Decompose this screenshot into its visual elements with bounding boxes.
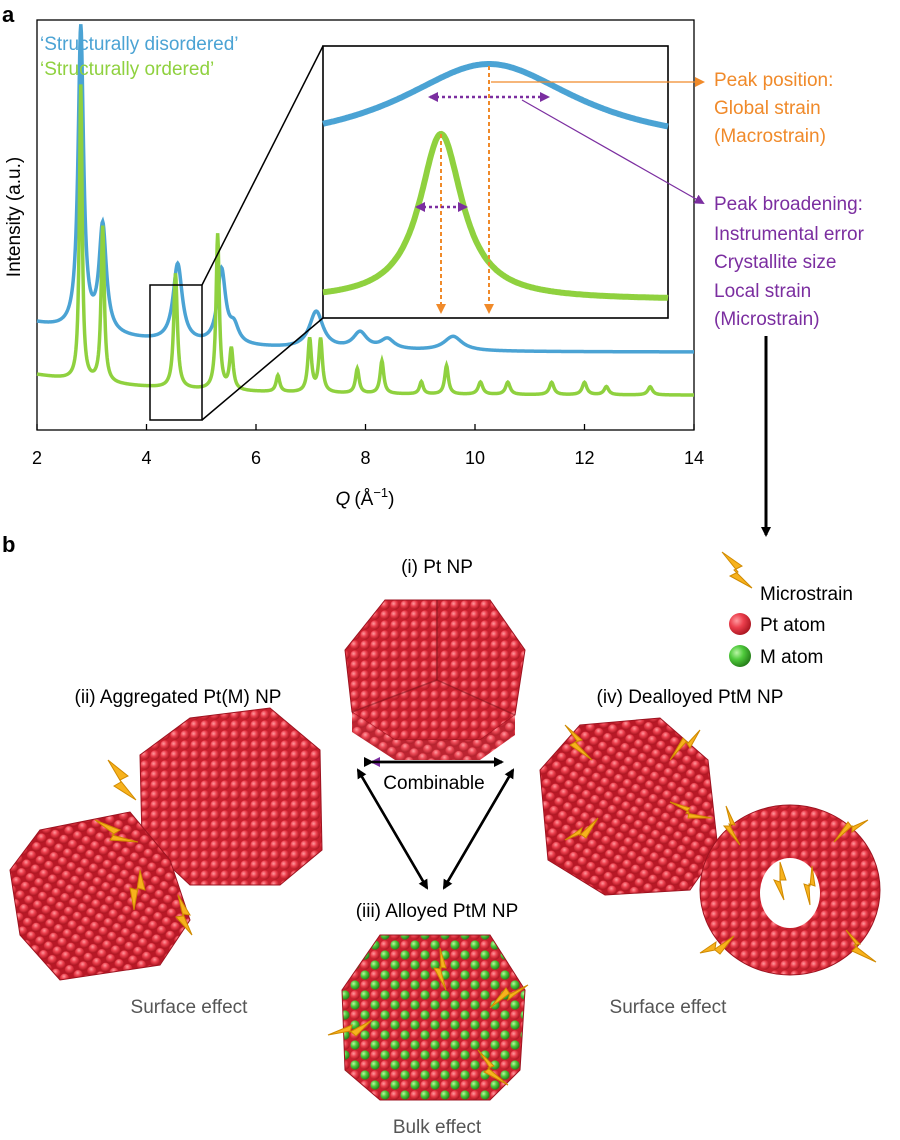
- microstrain-bolt-icon: [129, 869, 146, 911]
- inset-ordered-peak: [322, 130, 669, 301]
- x-tick-label: 10: [465, 448, 485, 468]
- alloyed-np-particle: [327, 934, 529, 1101]
- peak-position-line2: Global strain: [714, 98, 821, 119]
- arrow-iii-iv: [442, 768, 515, 889]
- microstrain-bolt-icon: [175, 894, 193, 936]
- legend-microstrain: Microstrain: [760, 584, 853, 605]
- microstrain-bolt-icon: [833, 819, 869, 843]
- microstrain-bolt-icon: [669, 729, 701, 761]
- microstrain-bolt-icon: [489, 984, 529, 1009]
- microstrain-bolt-icon: [803, 865, 816, 906]
- microstrain-bolt-icon: [669, 801, 713, 819]
- dealloyed-np-particles: [539, 717, 881, 976]
- microstrain-bolt-icon: [773, 861, 787, 901]
- peak-broadening-line5: (Microstrain): [714, 309, 820, 330]
- legend-ordered: ‘Structurally ordered’: [40, 59, 214, 80]
- np-iv-title: (iv) Dealloyed PtM NP: [597, 687, 784, 708]
- panel-b-label: b: [2, 532, 15, 557]
- combinable-triangle: Combinable: [356, 757, 515, 890]
- x-tick-label: 12: [574, 448, 594, 468]
- peak-broadening-leader: [521, 99, 705, 204]
- panel-b-legend: Microstrain Pt atom M atom: [721, 551, 853, 668]
- surface-effect-left: Surface effect: [131, 997, 249, 1018]
- m-atom-icon: [729, 645, 751, 667]
- bulk-effect-label: Bulk effect: [393, 1117, 482, 1138]
- np-iii-title: (iii) Alloyed PtM NP: [356, 901, 519, 922]
- microstrain-bolt-icon: [107, 759, 137, 801]
- peak-position-line3: (Macrostrain): [714, 126, 826, 147]
- xrd-curves: [36, 24, 694, 397]
- microstrain-bolt-icon: [477, 1049, 509, 1086]
- microstrain-bolt-icon: [433, 947, 447, 991]
- combinable-label: Combinable: [383, 773, 484, 794]
- zoom-region-box: [149, 284, 203, 421]
- microstrain-bolt-icon: [327, 1019, 373, 1037]
- microstrain-bolt-icon: [564, 724, 593, 761]
- legend-pt-atom: Pt atom: [760, 615, 825, 636]
- microstrain-bolt-icon: [564, 817, 599, 841]
- x-axis-label: Q (Å−1): [336, 485, 395, 510]
- zoom-connector-top: [201, 45, 324, 286]
- y-axis-label: Intensity (a.u.): [4, 157, 25, 277]
- legend-disordered: ‘Structurally disordered’: [40, 34, 239, 55]
- inset-zoom: [322, 45, 669, 319]
- x-tick-label: 4: [141, 448, 151, 468]
- peak-position-note: Peak position: Global strain (Macrostrai…: [714, 70, 833, 147]
- microstrain-bolt-icon: [722, 805, 741, 846]
- series-line-disordered: [36, 24, 694, 354]
- zoom-connector-bottom: [201, 317, 324, 421]
- peak-broadening-title: Peak broadening:: [714, 194, 863, 215]
- inset-disordered-peak: [322, 61, 669, 130]
- peak-broadening-note: Peak broadening: Instrumental error Crys…: [714, 194, 865, 330]
- series-line-ordered: [36, 84, 694, 397]
- peak-position-title: Peak position:: [714, 70, 833, 91]
- pt-atom-icon: [729, 613, 751, 635]
- xrd-plot: 2 4 6 8 10 12 14: [32, 19, 704, 468]
- x-axis-unit: (Å: [354, 489, 373, 510]
- surface-effect-right: Surface effect: [610, 997, 728, 1018]
- microstrain-bolt-icon: [845, 929, 877, 963]
- x-axis-exponent: −1: [373, 485, 388, 500]
- panel-a-label: a: [2, 2, 15, 27]
- x-axis-symbol: Q: [336, 489, 351, 510]
- np-i-title: (i) Pt NP: [401, 557, 473, 578]
- peak-broadening-line3: Crystallite size: [714, 252, 836, 273]
- x-ticks: 2 4 6 8 10 12 14: [32, 424, 704, 468]
- x-tick-label: 6: [251, 448, 261, 468]
- np-ii-title: (ii) Aggregated Pt(M) NP: [75, 687, 282, 708]
- aggregated-np-particles: [9, 707, 323, 981]
- microstrain-bolt-icon: [721, 551, 753, 589]
- microstrain-bolt-icon: [94, 819, 139, 843]
- pt-np-particle: [344, 599, 526, 760]
- peak-broadening-line4: Local strain: [714, 281, 811, 302]
- arrow-iii-ii: [356, 768, 429, 889]
- microstrain-bolt-icon: [699, 935, 735, 955]
- peak-broadening-line2: Instrumental error: [714, 224, 865, 245]
- x-tick-label: 14: [684, 448, 704, 468]
- x-tick-label: 8: [360, 448, 370, 468]
- x-tick-label: 2: [32, 448, 42, 468]
- legend-m-atom: M atom: [760, 647, 823, 668]
- x-axis-close: ): [388, 489, 394, 510]
